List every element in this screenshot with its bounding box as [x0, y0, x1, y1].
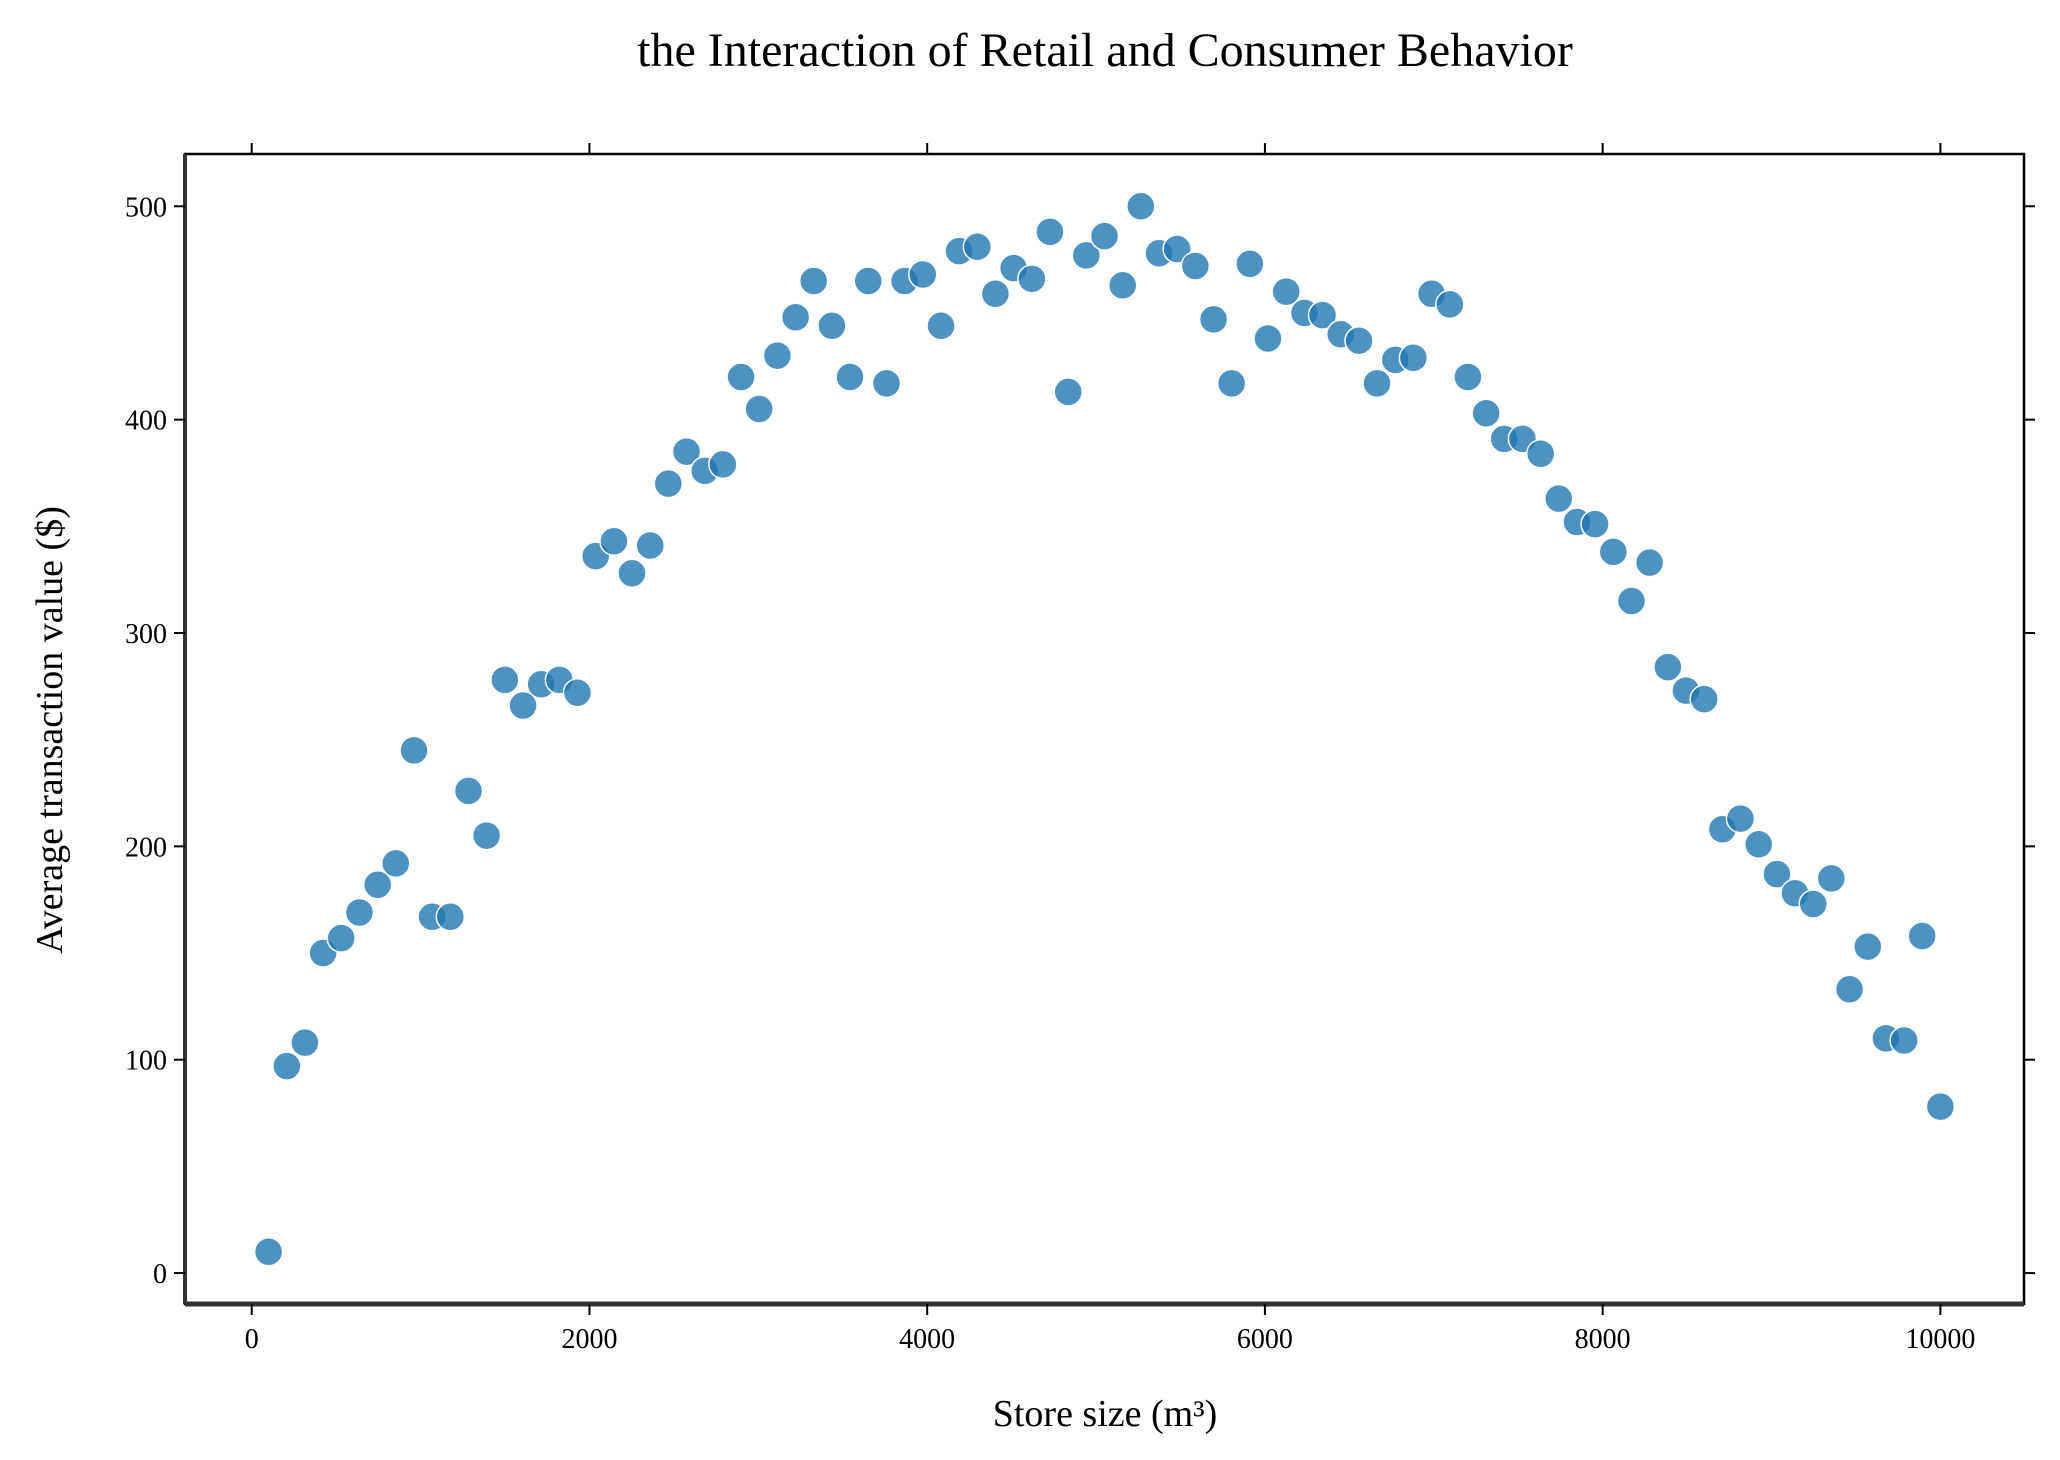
scatter-point [817, 311, 847, 341]
y-axis-label: Average transaction value ($) [29, 506, 71, 954]
scatter-point [798, 266, 829, 296]
scatter-point [1743, 829, 1774, 859]
scatter-point [490, 665, 520, 695]
y-tick-label: 400 [125, 406, 167, 437]
scatter-point [1198, 304, 1229, 335]
scatter-point [326, 923, 356, 953]
scatter-point [381, 848, 411, 879]
scatter-point [1126, 191, 1156, 222]
scatter-point [1925, 1091, 1956, 1122]
scatter-point [653, 468, 684, 499]
x-tick-label: 4000 [899, 1324, 955, 1355]
scatter-point [1216, 368, 1247, 399]
scatter-point [1071, 240, 1102, 271]
scatter-point [290, 1027, 320, 1058]
scatter-point [1889, 1025, 1919, 1056]
scatter-point [1180, 251, 1211, 281]
scatter-point [1834, 974, 1865, 1005]
x-axis-label: Store size (m³) [993, 1393, 1218, 1435]
scatter-point [1544, 483, 1574, 514]
scatter-point [1616, 586, 1647, 616]
scatter-point [671, 436, 702, 467]
axes-frame [183, 152, 2026, 1306]
scatter-point [1035, 217, 1065, 247]
scatter-point [908, 259, 938, 290]
scatter-point [1598, 537, 1629, 567]
scatter-point [1798, 889, 1828, 919]
scatter-point [726, 362, 756, 392]
scatter-point [435, 902, 466, 932]
scatter-point [762, 340, 793, 371]
scatter-point [1398, 343, 1429, 373]
scatter-point [744, 394, 774, 424]
scatter-point [1907, 921, 1937, 951]
scatter-point [1689, 684, 1719, 714]
scatter-point [453, 776, 484, 806]
scatter-point [1253, 323, 1283, 354]
scatter-point [344, 897, 375, 928]
scatter-point [1307, 300, 1338, 330]
scatter-point [1762, 859, 1792, 889]
scatter-point [1235, 249, 1265, 279]
scatter-point [980, 278, 1011, 309]
y-tick-label: 100 [125, 1046, 167, 1077]
scatter-point [399, 735, 429, 766]
scatter-point [617, 558, 647, 588]
scatter-point [1634, 547, 1665, 578]
chart-title: the Interaction of Retail and Consumer B… [637, 24, 1573, 77]
x-tick-label: 0 [245, 1324, 259, 1355]
scatter-point [1580, 509, 1610, 539]
x-tick-label: 8000 [1575, 1324, 1631, 1355]
scatter-point [1653, 652, 1683, 682]
scatter-point [1525, 439, 1556, 469]
scatter-point [853, 266, 884, 296]
y-tick-label: 0 [153, 1259, 167, 1290]
y-tick-label: 300 [125, 619, 167, 650]
scatter-point [1453, 362, 1483, 392]
scatter-point [1089, 221, 1120, 251]
scatter-point [1162, 234, 1192, 264]
scatter-point [1271, 276, 1301, 307]
scatter-point [362, 870, 393, 900]
scatter-point [1435, 289, 1465, 320]
scatter-point [1344, 325, 1374, 356]
scatter-point [635, 530, 665, 561]
scatter-point [272, 1051, 302, 1081]
scatter-point [599, 526, 629, 556]
scatter-point [871, 368, 902, 399]
scatter-point [508, 690, 538, 721]
x-tick-label: 6000 [1237, 1324, 1293, 1355]
scatter-point [562, 677, 593, 708]
scatter-point [1362, 368, 1392, 399]
scatter-point [962, 232, 993, 262]
y-tick-label: 500 [125, 192, 167, 223]
scatter-point [926, 311, 956, 341]
scatter-point [1053, 377, 1083, 407]
scatter-point [708, 449, 738, 480]
scatter-point [471, 820, 502, 851]
scatter-point [835, 362, 865, 392]
scatter-point [1107, 270, 1138, 300]
plot-area [253, 191, 1956, 1267]
x-tick-label: 10000 [1905, 1324, 1975, 1355]
scatter-point [1816, 863, 1847, 894]
scatter-point [253, 1236, 284, 1267]
x-tick-label: 2000 [561, 1324, 617, 1355]
scatter-point [780, 302, 811, 332]
scatter-point [1853, 931, 1883, 962]
y-tick-label: 200 [125, 832, 167, 863]
scatter-point [1725, 803, 1756, 834]
scatter-point [1017, 264, 1047, 294]
scatter-point [1471, 398, 1501, 428]
